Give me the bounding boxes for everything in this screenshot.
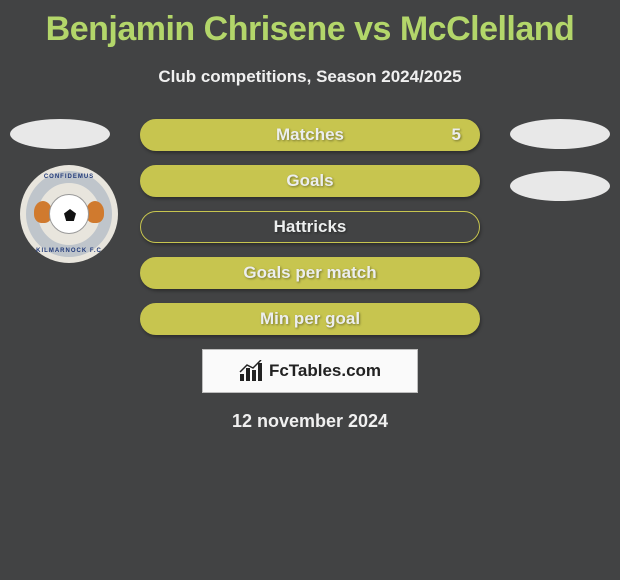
badge-ball-icon: [49, 194, 89, 234]
stat-bar-matches: Matches 5: [140, 119, 480, 151]
stat-bar-min-per-goal: Min per goal: [140, 303, 480, 335]
page-title: Benjamin Chrisene vs McClelland: [0, 0, 620, 49]
club-badge-left: CONFIDEMUS KILMARNOCK F.C: [20, 165, 118, 263]
bars-icon: [239, 360, 265, 382]
player-left-oval-1: [10, 119, 110, 149]
stat-label: Min per goal: [260, 309, 360, 329]
stat-bar-goals-per-match: Goals per match: [140, 257, 480, 289]
stat-bars: Matches 5 Goals Hattricks Goals per matc…: [140, 119, 480, 335]
stat-label: Matches: [276, 125, 344, 145]
player-right-oval-2: [510, 171, 610, 201]
attribution-box: FcTables.com: [202, 349, 418, 393]
stat-bar-goals: Goals: [140, 165, 480, 197]
stat-label: Goals per match: [243, 263, 376, 283]
stat-bar-hattricks: Hattricks: [140, 211, 480, 243]
player-right-oval-1: [510, 119, 610, 149]
stat-label: Hattricks: [274, 217, 347, 237]
attribution-text: FcTables.com: [269, 361, 381, 381]
stat-label: Goals: [286, 171, 333, 191]
date-label: 12 november 2024: [0, 411, 620, 432]
badge-clubname: KILMARNOCK F.C: [36, 248, 102, 254]
subtitle: Club competitions, Season 2024/2025: [0, 67, 620, 87]
comparison-panel: CONFIDEMUS KILMARNOCK F.C Matches 5 Goal…: [0, 119, 620, 432]
stat-value: 5: [452, 125, 461, 145]
badge-motto: CONFIDEMUS: [44, 174, 94, 180]
